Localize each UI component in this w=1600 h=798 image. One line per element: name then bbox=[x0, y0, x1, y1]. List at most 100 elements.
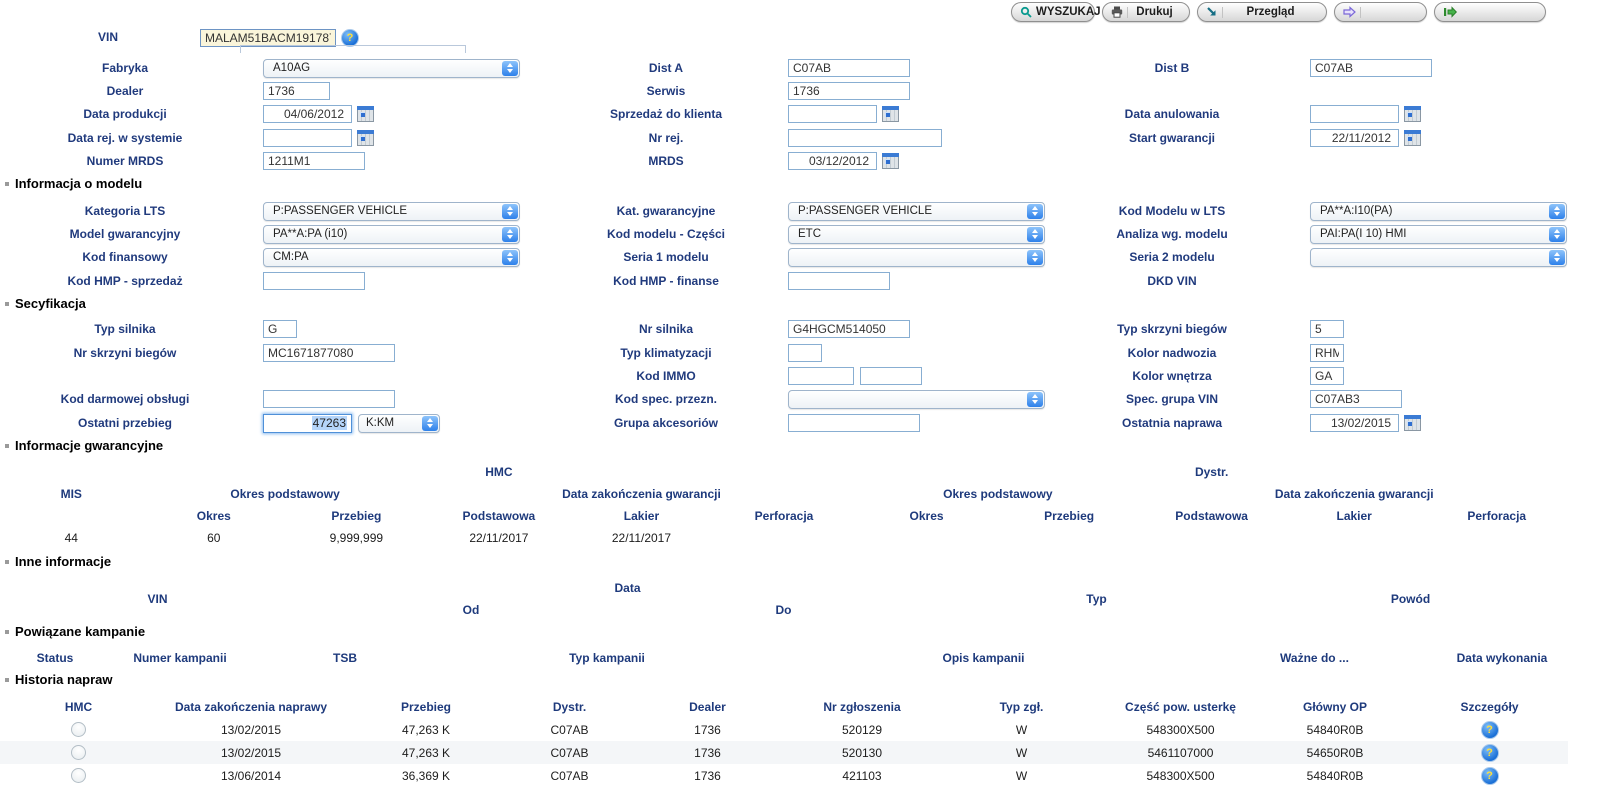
history-cell: 13/06/2014 bbox=[220, 768, 282, 783]
history-col-header: Część pow. usterkę bbox=[1125, 699, 1236, 714]
kod-hmp-sprzedaz-label: Kod HMP - sprzedaż bbox=[67, 274, 183, 288]
kod-modelu-lts-select[interactable]: PA**A:I10(PA) bbox=[1310, 201, 1567, 221]
spec-grupa-vin-input[interactable] bbox=[1310, 390, 1402, 408]
typ-silnika-input[interactable] bbox=[263, 320, 297, 338]
kod-immo-input-2[interactable] bbox=[860, 367, 922, 385]
history-cell: W bbox=[1015, 768, 1028, 783]
kod-hmp-sprzedaz-input[interactable] bbox=[263, 272, 365, 290]
search-button[interactable]: WYSZUKAJ bbox=[1011, 2, 1101, 22]
calendar-icon[interactable] bbox=[882, 106, 899, 122]
row-radio-button[interactable] bbox=[71, 745, 86, 760]
divider bbox=[1127, 6, 1128, 18]
kat-gwarancyjne-select[interactable]: P:PASSENGER VEHICLE bbox=[788, 201, 1045, 221]
history-details-cell bbox=[1411, 764, 1568, 787]
history-cell: 548300X500 bbox=[1146, 722, 1215, 737]
exit-button[interactable] bbox=[1434, 2, 1546, 22]
calendar-icon[interactable] bbox=[1404, 106, 1421, 122]
history-details-cell bbox=[1411, 741, 1568, 764]
divider bbox=[1222, 6, 1223, 18]
calendar-icon[interactable] bbox=[357, 130, 374, 146]
spec-grupa-vin-label: Spec. grupa VIN bbox=[1125, 392, 1219, 406]
seria-1-select[interactable] bbox=[788, 247, 1045, 267]
numer-mrds-input[interactable] bbox=[263, 152, 365, 170]
typ-silnika-label: Typ silnika bbox=[94, 322, 156, 336]
analiza-modelu-select[interactable]: PAI:PA(I 10) HMI bbox=[1310, 224, 1567, 244]
data-produkcji-label: Data produkcji bbox=[83, 107, 167, 121]
przebieg-unit-select[interactable]: K:KM bbox=[358, 413, 440, 433]
kod-immo-input-1[interactable] bbox=[788, 367, 854, 385]
divider bbox=[1360, 6, 1361, 18]
vin-input[interactable] bbox=[200, 29, 336, 47]
warranty-col-header: Przebieg bbox=[1044, 509, 1095, 523]
kolor-wnetrza-input[interactable] bbox=[1310, 367, 1344, 385]
history-cell: 5461107000 bbox=[1102, 741, 1259, 764]
other-powod-header: Powód bbox=[1390, 592, 1431, 606]
kod-modelu-czesci-select[interactable]: ETC bbox=[788, 224, 1045, 244]
data-anulowania-label: Data anulowania bbox=[1124, 107, 1220, 121]
kod-hmp-finanse-input[interactable] bbox=[788, 272, 890, 290]
kod-spec-select[interactable] bbox=[788, 389, 1045, 409]
kolor-nadwozia-input[interactable] bbox=[1310, 344, 1344, 362]
history-col-header: Data zakończenia naprawy bbox=[174, 699, 328, 714]
mrds-input[interactable] bbox=[788, 152, 877, 170]
vin-help-icon[interactable] bbox=[341, 29, 359, 47]
warranty-data-zakonczenia-header: Data zakończenia gwarancji bbox=[562, 487, 721, 501]
row-radio-button[interactable] bbox=[71, 768, 86, 783]
kod-darmowej-label: Kod darmowej obsługi bbox=[60, 392, 190, 406]
kategoria-lts-select[interactable]: P:PASSENGER VEHICLE bbox=[263, 201, 520, 221]
section-campaigns: Powiązane kampanie bbox=[4, 624, 145, 642]
calendar-icon[interactable] bbox=[1404, 130, 1421, 146]
data-produkcji-input[interactable] bbox=[263, 105, 352, 123]
warranty-col-header: Perforacja bbox=[1467, 509, 1527, 523]
seria-2-select[interactable] bbox=[1310, 247, 1567, 267]
dist-a-input[interactable] bbox=[788, 59, 910, 77]
data-anulowania-input[interactable] bbox=[1310, 105, 1399, 123]
details-help-button[interactable] bbox=[1480, 743, 1499, 762]
campaign-col-header: Opis kampanii bbox=[942, 651, 1025, 665]
fabryka-select[interactable]: A10AG bbox=[263, 58, 520, 78]
typ-skrzyni-input[interactable] bbox=[1310, 320, 1344, 338]
ostatnia-naprawa-input[interactable] bbox=[1310, 414, 1399, 432]
history-cell: 54840R0B bbox=[1306, 722, 1364, 737]
kategoria-lts-label: Kategoria LTS bbox=[84, 204, 166, 218]
kod-finansowy-select[interactable]: CM:PA bbox=[263, 247, 520, 267]
campaign-col-header: Status bbox=[36, 651, 74, 665]
row-radio-button[interactable] bbox=[71, 722, 86, 737]
calendar-icon[interactable] bbox=[882, 153, 899, 169]
kod-darmowej-input[interactable] bbox=[263, 390, 395, 408]
transfer-button[interactable] bbox=[1334, 2, 1427, 22]
model-gwarancyjny-select[interactable]: PA**A:PA (i10) bbox=[263, 224, 520, 244]
chevron-updown-icon bbox=[502, 249, 518, 265]
print-button[interactable]: Drukuj bbox=[1102, 2, 1190, 22]
data-rej-input[interactable] bbox=[263, 129, 352, 147]
dist-b-input[interactable] bbox=[1310, 59, 1432, 77]
details-help-button[interactable] bbox=[1480, 766, 1499, 785]
calendar-icon[interactable] bbox=[357, 106, 374, 122]
nr-skrzyni-input[interactable] bbox=[263, 344, 395, 362]
serwis-input[interactable] bbox=[788, 82, 910, 100]
ostatnia-naprawa-label: Ostatnia naprawa bbox=[1121, 416, 1223, 430]
grupa-akcesoriow-input[interactable] bbox=[788, 414, 920, 432]
history-cell: 421103 bbox=[842, 768, 882, 783]
details-help-button[interactable] bbox=[1480, 720, 1499, 739]
print-button-label: Drukuj bbox=[1136, 6, 1173, 18]
nr-rej-input[interactable] bbox=[788, 129, 942, 147]
start-gwarancji-input[interactable] bbox=[1310, 129, 1399, 147]
chevron-updown-icon bbox=[1027, 226, 1043, 242]
sprzedaz-input[interactable] bbox=[788, 105, 877, 123]
history-cell: W bbox=[1015, 722, 1028, 737]
kod-modelu-czesci-label: Kod modelu - Części bbox=[606, 227, 725, 241]
history-cell: 36,369 K bbox=[401, 768, 451, 783]
typ-klimatyzacji-input[interactable] bbox=[788, 344, 822, 362]
dealer-input[interactable] bbox=[263, 82, 330, 100]
history-cell: C07AB bbox=[507, 741, 632, 764]
chevron-updown-icon bbox=[422, 415, 438, 431]
nr-silnika-label: Nr silnika bbox=[638, 322, 694, 336]
ostatni-przebieg-input[interactable]: 47263 bbox=[263, 413, 352, 433]
section-warranty: Informacje gwarancyjne bbox=[4, 438, 163, 456]
kod-immo-label: Kod IMMO bbox=[636, 369, 696, 383]
model-gwarancyjny-label: Model gwarancyjny bbox=[69, 227, 181, 241]
calendar-icon[interactable] bbox=[1404, 415, 1421, 431]
preview-button[interactable]: Przegląd bbox=[1197, 2, 1327, 22]
nr-silnika-input[interactable] bbox=[788, 320, 910, 338]
